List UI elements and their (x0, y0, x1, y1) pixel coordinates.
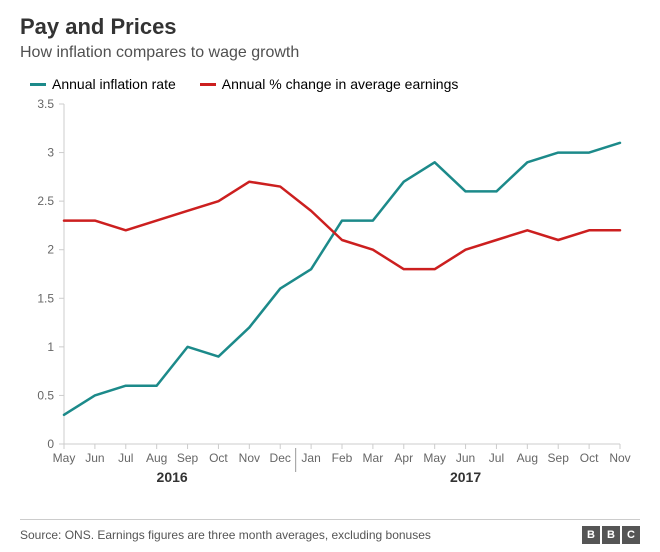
svg-text:Nov: Nov (609, 451, 630, 465)
svg-text:Feb: Feb (332, 451, 353, 465)
svg-text:2.5: 2.5 (37, 194, 54, 208)
svg-text:3.5: 3.5 (37, 97, 54, 111)
svg-text:3: 3 (47, 146, 54, 160)
source-text: Source: ONS. Earnings figures are three … (20, 528, 431, 542)
header: Pay and Prices How inflation compares to… (0, 0, 660, 68)
chart-area: 0 0.5 1 1.5 2 2.5 3 3.5 May Jun Jul Aug Sep Oct Nov Dec… (20, 94, 640, 499)
legend: Annual inflation rate Annual % change in… (0, 68, 660, 94)
legend-label: Annual % change in average earnings (222, 76, 459, 92)
svg-text:Jul: Jul (118, 451, 133, 465)
svg-text:Aug: Aug (146, 451, 167, 465)
svg-text:Dec: Dec (270, 451, 291, 465)
svg-text:2016: 2016 (157, 469, 188, 485)
bbc-block: C (622, 526, 640, 544)
legend-swatch (200, 83, 216, 86)
svg-text:Jun: Jun (456, 451, 475, 465)
svg-text:1: 1 (47, 340, 54, 354)
chart-subtitle: How inflation compares to wage growth (20, 44, 640, 62)
svg-text:Nov: Nov (239, 451, 260, 465)
svg-text:May: May (423, 451, 446, 465)
chart-container: Pay and Prices How inflation compares to… (0, 0, 660, 552)
chart-title: Pay and Prices (20, 14, 640, 40)
svg-text:Jan: Jan (301, 451, 320, 465)
svg-text:0: 0 (47, 437, 54, 451)
bbc-logo: B B C (582, 526, 640, 544)
svg-text:2017: 2017 (450, 469, 481, 485)
svg-text:Mar: Mar (363, 451, 384, 465)
svg-text:Jul: Jul (489, 451, 504, 465)
svg-text:Jun: Jun (85, 451, 104, 465)
legend-swatch (30, 83, 46, 86)
line-chart: 0 0.5 1 1.5 2 2.5 3 3.5 May Jun Jul Aug Sep Oct Nov Dec… (20, 94, 640, 494)
svg-text:May: May (53, 451, 76, 465)
svg-text:Apr: Apr (394, 451, 413, 465)
legend-item-earnings: Annual % change in average earnings (200, 76, 459, 92)
svg-text:2: 2 (47, 243, 54, 257)
bbc-block: B (602, 526, 620, 544)
footer: Source: ONS. Earnings figures are three … (20, 519, 640, 544)
svg-text:Oct: Oct (209, 451, 228, 465)
svg-text:Aug: Aug (517, 451, 538, 465)
svg-text:Sep: Sep (548, 451, 570, 465)
svg-text:Oct: Oct (580, 451, 599, 465)
svg-text:0.5: 0.5 (37, 388, 54, 402)
bbc-block: B (582, 526, 600, 544)
svg-text:1.5: 1.5 (37, 291, 54, 305)
svg-text:Sep: Sep (177, 451, 199, 465)
legend-item-inflation: Annual inflation rate (30, 76, 176, 92)
legend-label: Annual inflation rate (52, 76, 176, 92)
